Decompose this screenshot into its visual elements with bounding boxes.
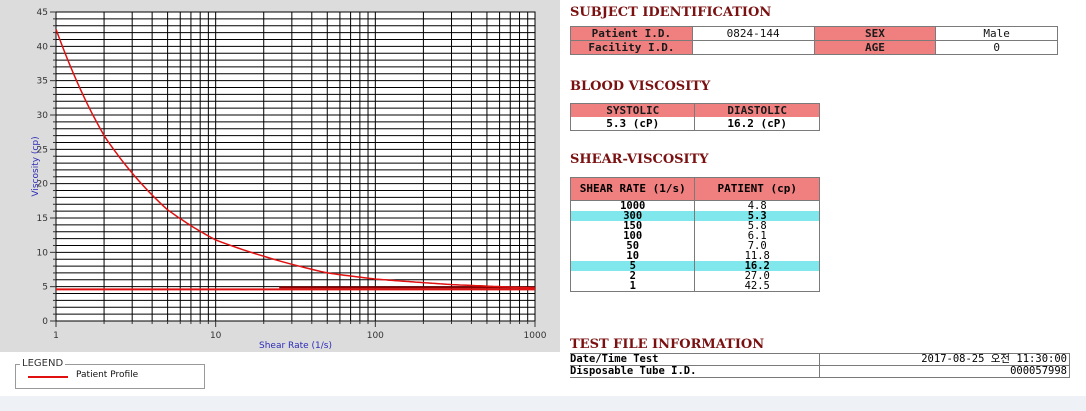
x-tick-label: 100	[367, 331, 384, 341]
shear-section-title: SHEAR-VISCOSITY	[570, 152, 709, 167]
x-axis-title: Shear Rate (1/s)	[259, 341, 332, 351]
y-tick-label: 30	[37, 111, 49, 121]
shear-row: 50 7.0	[569, 241, 820, 251]
datetime-label: Date/Time Test	[570, 353, 821, 366]
viscosity-chart-panel: 0 5 10 15 20 25 30 35 40 45 1 10 100 1000 Shear Rate (…	[0, 0, 560, 352]
y-tick-label: 5	[42, 283, 48, 293]
facility-id-label: Facility I.D.	[570, 40, 693, 55]
x-tick-label: 1000	[524, 331, 547, 341]
shear-row: 100 6.1	[569, 231, 820, 241]
shear-rate-cell: 50	[569, 241, 696, 251]
shear-row: 2 27.0	[569, 271, 820, 281]
patient-cp-cell: 6.1	[694, 231, 820, 241]
patient-cp-cell: 42.5	[694, 281, 820, 292]
testfile-table: Date/Time Test 2017-08-25 오전 11:30:00 Di…	[570, 353, 1070, 378]
tube-id-value: 000057998	[819, 365, 1070, 378]
shear-rate-cell: 5	[569, 261, 696, 271]
legend-box: LEGEND Patient Profile	[15, 358, 205, 389]
legend-title: LEGEND	[20, 358, 66, 369]
y-tick-label: 35	[37, 77, 48, 87]
legend-swatch-patient-profile	[28, 376, 68, 378]
y-tick-label: 40	[37, 42, 49, 52]
patient-cp-cell: 7.0	[694, 241, 820, 251]
x-tick-label: 1	[53, 331, 59, 341]
diastolic-value: 16.2 (cP)	[694, 117, 820, 131]
shear-rate-cell: 2	[569, 271, 696, 281]
patient-profile-line	[55, 28, 536, 289]
age-label: AGE	[813, 40, 937, 55]
patient-id-label: Patient I.D.	[570, 26, 693, 41]
sex-label: SEX	[813, 26, 937, 41]
patient-id-value: 0824-144	[691, 26, 815, 41]
shear-rate-cell: 1	[569, 281, 696, 292]
patient-cp-cell: 16.2	[694, 261, 820, 271]
shear-row: 1000 4.8	[569, 200, 820, 211]
shear-rate-cell: 150	[569, 221, 696, 231]
shear-row: 1 42.5	[569, 281, 820, 292]
y-axis-title: Viscosity (cp)	[31, 136, 41, 196]
systolic-label: SYSTOLIC	[569, 103, 696, 117]
y-tick-label: 45	[37, 8, 48, 18]
shear-rate-cell: 10	[569, 251, 696, 261]
age-value: 0	[935, 40, 1058, 55]
datetime-value: 2017-08-25 오전 11:30:00	[819, 353, 1070, 366]
y-tick-label: 20	[37, 180, 49, 190]
x-tick-label: 10	[210, 331, 222, 341]
shear-rate-cell: 1000	[569, 200, 696, 211]
viscosity-chart: 0 5 10 15 20 25 30 35 40 45 1 10 100 1000 Shear Rate (…	[31, 8, 547, 351]
shear-row: 5 16.2	[569, 261, 820, 271]
shear-table: SHEAR RATE (1/s) PATIENT (cp) 1000 4.8 30…	[569, 177, 820, 292]
patient-cp-cell: 5.3	[694, 211, 820, 221]
blood-table: SYSTOLIC DIASTOLIC 5.3 (cP) 16.2 (cP)	[569, 103, 820, 131]
shear-rate-cell: 100	[569, 231, 696, 241]
blood-section-title: BLOOD VISCOSITY	[570, 79, 711, 94]
subject-table: Patient I.D. 0824-144 SEX Male Facility …	[570, 26, 1058, 55]
testfile-section-title: TEST FILE INFORMATION	[570, 337, 765, 352]
patient-cp-cell: 4.8	[694, 200, 820, 211]
patient-cp-cell: 5.8	[694, 221, 820, 231]
shear-row: 300 5.3	[569, 211, 820, 221]
y-tick-label: 25	[37, 145, 48, 155]
y-tick-label: 15	[37, 214, 48, 224]
facility-id-value	[691, 40, 815, 55]
y-tick-label: 0	[42, 317, 48, 327]
report-window: 0 5 10 15 20 25 30 35 40 45 1 10 100 1000 Shear Rate (…	[0, 0, 1086, 396]
shear-rate-header: SHEAR RATE (1/s)	[569, 177, 696, 201]
plot-area	[55, 11, 536, 322]
patient-cp-cell: 27.0	[694, 271, 820, 281]
sex-value: Male	[935, 26, 1058, 41]
shear-row: 150 5.8	[569, 221, 820, 231]
tube-id-label: Disposable Tube I.D.	[570, 365, 821, 378]
legend-label-patient-profile: Patient Profile	[76, 370, 139, 380]
shear-row: 10 11.8	[569, 251, 820, 261]
y-tick-label: 10	[37, 248, 49, 258]
patient-cp-header: PATIENT (cp)	[694, 177, 820, 201]
diastolic-label: DIASTOLIC	[694, 103, 820, 117]
patient-cp-cell: 11.8	[694, 251, 820, 261]
subject-section-title: SUBJECT IDENTIFICATION	[570, 5, 772, 20]
systolic-value: 5.3 (cP)	[569, 117, 696, 131]
shear-rate-cell: 300	[569, 211, 696, 221]
